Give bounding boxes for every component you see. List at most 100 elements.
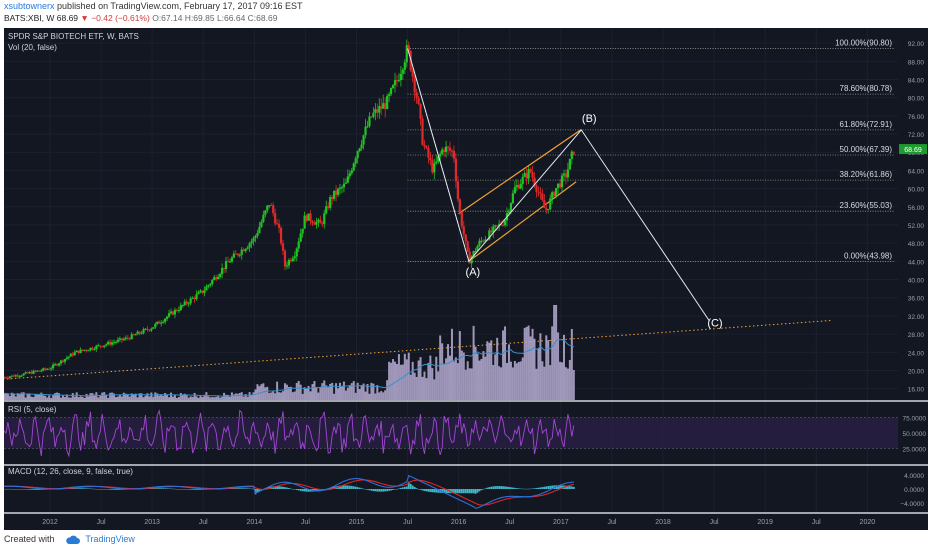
macd-histogram-bar — [346, 485, 349, 489]
macd-histogram-bar — [568, 486, 571, 489]
volume-bar — [189, 396, 192, 400]
volume-bar — [65, 394, 68, 400]
macd-histogram-bar — [515, 488, 518, 489]
volume-bar — [496, 337, 499, 400]
candle-body — [156, 321, 159, 324]
volume-bar — [215, 396, 218, 400]
macd-histogram-bar — [429, 489, 432, 492]
chart-area[interactable]: 100.00%(90.80) 78.60%(80.78) 61.80%(72.91)… — [4, 28, 928, 530]
candle-body — [480, 240, 483, 242]
candle-body — [568, 158, 571, 170]
volume-bar — [443, 363, 446, 400]
volume-bar — [234, 393, 237, 400]
price-tick-label: 44.00 — [908, 259, 925, 266]
macd-histogram-bar — [246, 488, 249, 489]
volume-bar — [48, 395, 51, 400]
volume-bar — [535, 368, 538, 400]
last-price-tag — [899, 144, 927, 155]
candle-body — [75, 350, 78, 353]
candle-body — [340, 187, 344, 189]
macd-histogram-bar — [258, 489, 261, 492]
author-link[interactable]: xsubtownerx — [4, 1, 55, 11]
volume-bar — [557, 332, 560, 400]
macd-histogram-bar — [500, 486, 503, 489]
candle-body — [492, 226, 495, 233]
macd-histogram-bar — [403, 486, 406, 489]
candle-body — [421, 118, 424, 145]
macd-histogram-bar — [18, 489, 21, 490]
macd-histogram-bar — [354, 486, 357, 489]
volume-bar — [358, 389, 361, 400]
macd-tick-label: 4.0000 — [904, 473, 924, 480]
volume-bar — [181, 394, 184, 400]
volume-bar — [525, 326, 528, 400]
volume-bar — [562, 334, 565, 400]
volume-bar — [390, 362, 393, 400]
candle-body — [46, 368, 49, 370]
volume-bar — [478, 360, 481, 400]
volume-bar — [458, 331, 461, 400]
macd-histogram-bar — [390, 489, 392, 491]
volume-bar — [407, 352, 410, 400]
macd-tick-label: −4.0000 — [900, 501, 924, 508]
volume-bar — [207, 396, 210, 400]
volume-bar — [12, 393, 15, 400]
macd-histogram-bar — [40, 489, 43, 490]
candle-body — [20, 375, 23, 377]
volume-bar — [405, 359, 408, 400]
candle-body — [384, 103, 387, 110]
time-tick-label: Jul — [301, 519, 310, 526]
candle-body — [439, 153, 442, 157]
price-tick-label: 80.00 — [908, 96, 925, 103]
candle-body — [281, 243, 285, 251]
candle-body — [57, 363, 61, 366]
symbol-label: BATS:XBI, W — [4, 13, 55, 23]
volume-bar — [42, 395, 45, 400]
volume-bar — [193, 392, 196, 400]
candle-body — [8, 376, 11, 378]
volume-bar — [366, 383, 369, 400]
macd-histogram-bar — [551, 485, 554, 489]
macd-histogram-bar — [28, 489, 31, 490]
volume-bar — [307, 385, 310, 400]
candle-body — [350, 170, 353, 174]
macd-histogram-bar — [278, 486, 280, 489]
time-tick-label: Jul — [97, 519, 106, 526]
candle-body — [437, 156, 440, 162]
candle-body — [429, 157, 432, 161]
candle-body — [232, 253, 235, 258]
macd-histogram-bar — [103, 489, 106, 490]
macd-histogram-bar — [274, 486, 277, 489]
volume-bar — [545, 335, 548, 400]
tradingview-link[interactable]: TradingView — [85, 534, 135, 544]
macd-histogram-bar — [75, 488, 78, 489]
macd-histogram-bar — [453, 489, 455, 494]
candle-body — [293, 256, 296, 259]
volume-bar — [309, 391, 312, 400]
rsi-band — [4, 417, 898, 449]
candle-body — [238, 254, 241, 256]
candle-body — [507, 211, 511, 213]
candle-body — [531, 171, 534, 178]
macd-histogram-bar — [195, 489, 198, 490]
volume-bar — [46, 397, 49, 400]
macd-histogram-bar — [315, 489, 318, 492]
macd-histogram-bar — [201, 489, 204, 490]
fib-label: 0.00%(43.98) — [844, 251, 892, 260]
volume-bar — [124, 393, 127, 400]
candle-body — [220, 267, 224, 275]
volume-bar — [221, 396, 224, 400]
candle-body — [382, 103, 385, 109]
candle-body — [18, 375, 21, 377]
macd-histogram-bar — [443, 489, 446, 493]
candle-body — [401, 69, 404, 74]
candle-body — [99, 345, 102, 347]
volume-bar — [126, 394, 129, 400]
candle-body — [183, 301, 186, 305]
price-tick-label: 20.00 — [908, 368, 925, 375]
macd-histogram-bar — [307, 489, 310, 492]
macd-histogram-bar — [565, 485, 567, 489]
candle-body — [211, 279, 214, 284]
wave-label: (C) — [707, 317, 722, 329]
macd-histogram-bar — [382, 489, 385, 492]
